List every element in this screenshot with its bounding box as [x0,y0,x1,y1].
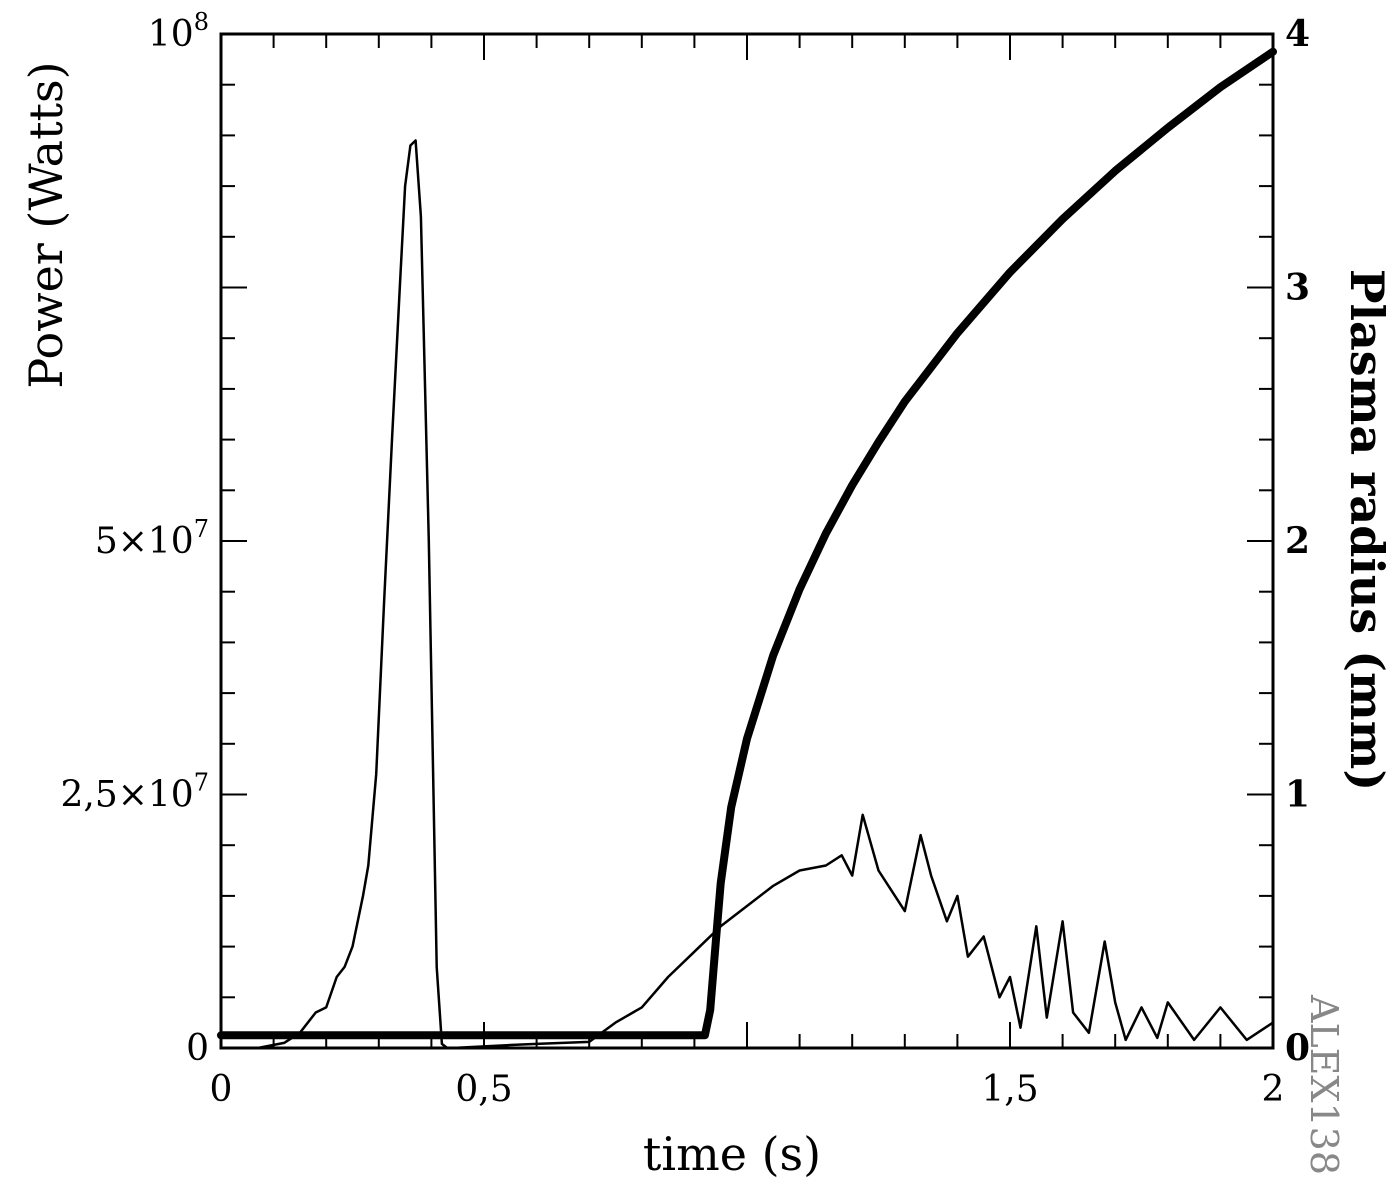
y-left-tick-label: 2,5×107 [60,769,209,816]
watermark-label: ALEX138 [1302,994,1346,1175]
x-tick-label: 0 [210,1069,233,1110]
left-axis-title: Power (Watts) [19,61,73,388]
y-left-tick-label: 0 [186,1028,209,1069]
y-left-tick-label: 108 [148,8,209,55]
series-layer [217,47,1277,1050]
plot-frame [219,32,1275,1050]
y-right-tick-label: 4 [1285,13,1310,55]
x-tick-label: 0,5 [455,1069,512,1110]
x-axis-title: time (s) [643,1127,821,1181]
x-tick-label: 1,5 [981,1069,1038,1110]
y-left-tick-label: 5×107 [95,515,209,562]
y-right-tick-label: 0 [1285,1027,1310,1069]
right-axis-title: Plasma radius (mm) [1340,269,1394,791]
x-tick-label: 2 [1262,1069,1285,1110]
power-series-line [219,139,1275,1050]
y-right-tick-label: 2 [1285,520,1310,562]
y-right-tick-label: 3 [1285,267,1310,309]
axis-ticks [220,33,1274,1049]
plasma-radius-series-line [217,47,1277,1040]
y-right-tick-label: 1 [1285,774,1310,816]
